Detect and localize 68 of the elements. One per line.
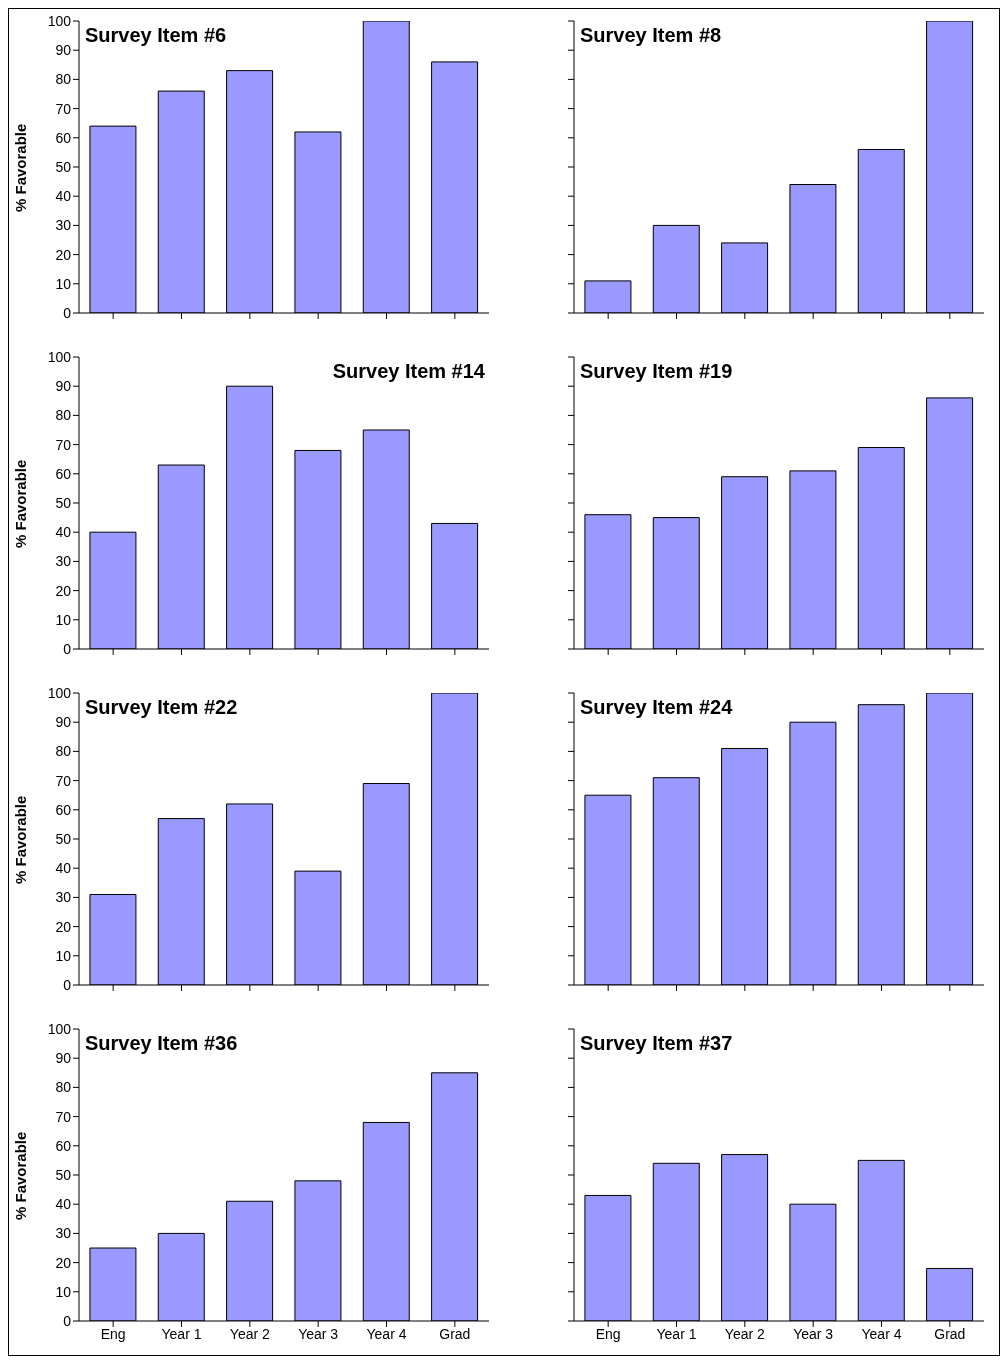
y-tick-label: 30 — [55, 889, 72, 906]
y-tick-label: 70 — [55, 436, 72, 453]
y-tick-label: 60 — [55, 801, 72, 818]
x-tick-label: Eng — [595, 1325, 621, 1342]
y-tick-label: 100 — [47, 684, 72, 701]
y-tick-label: 60 — [55, 1137, 72, 1154]
y-tick-label: 20 — [55, 246, 72, 263]
y-axis-title: % Favorable — [12, 123, 30, 212]
x-tick-label: Year 1 — [656, 1325, 697, 1342]
y-tick-label: 10 — [55, 611, 72, 628]
y-tick-label: 50 — [55, 830, 72, 847]
y-tick-label: 60 — [55, 129, 72, 146]
y-tick-label: 30 — [55, 1225, 72, 1242]
y-axis-title: % Favorable — [12, 795, 30, 884]
y-axis-title: % Favorable — [12, 1131, 30, 1220]
x-tick-label: Year 2 — [229, 1325, 271, 1342]
chart-title: Survey Item #37 — [580, 1031, 733, 1055]
y-tick-label: 0 — [63, 1312, 72, 1329]
y-tick-label: 50 — [55, 494, 72, 511]
y-tick-label: 10 — [55, 1283, 72, 1300]
y-tick-label: 40 — [55, 1196, 72, 1213]
y-tick-label: 10 — [55, 275, 72, 292]
y-tick-label: 80 — [55, 407, 72, 424]
x-tick-label: Year 1 — [161, 1325, 202, 1342]
x-tick-label: Year 3 — [298, 1325, 339, 1342]
y-tick-label: 0 — [63, 976, 72, 993]
x-tick-label: Year 3 — [793, 1325, 834, 1342]
y-tick-label: 20 — [55, 1254, 72, 1271]
y-tick-label: 30 — [55, 553, 72, 570]
y-tick-label: 40 — [55, 188, 72, 205]
chart-title: Survey Item #22 — [85, 695, 238, 719]
y-tick-label: 10 — [55, 947, 72, 964]
y-tick-label: 20 — [55, 582, 72, 599]
y-tick-label: 70 — [55, 772, 72, 789]
y-tick-label: 80 — [55, 743, 72, 760]
y-tick-label: 0 — [63, 304, 72, 321]
y-tick-label: 40 — [55, 860, 72, 877]
x-tick-label: Grad — [439, 1325, 471, 1342]
y-tick-label: 50 — [55, 158, 72, 175]
y-tick-label: 60 — [55, 465, 72, 482]
x-tick-label: Eng — [100, 1325, 126, 1342]
y-tick-label: 80 — [55, 1079, 72, 1096]
y-tick-label: 100 — [47, 1020, 72, 1037]
chart-title: Survey Item #6 — [85, 23, 227, 47]
chart-title: Survey Item #19 — [580, 359, 733, 383]
chart-title: Survey Item #24 — [580, 695, 733, 719]
x-tick-label: Year 2 — [724, 1325, 766, 1342]
y-tick-label: 20 — [55, 918, 72, 935]
y-tick-label: 40 — [55, 524, 72, 541]
y-tick-label: 30 — [55, 217, 72, 234]
y-tick-label: 50 — [55, 1166, 72, 1183]
y-tick-label: 90 — [55, 42, 72, 59]
y-tick-label: 0 — [63, 640, 72, 657]
y-tick-label: 70 — [55, 1108, 72, 1125]
y-axis-title: % Favorable — [12, 459, 30, 548]
x-tick-label: Year 4 — [861, 1325, 902, 1342]
y-tick-label: 100 — [47, 348, 72, 365]
chart-title: Survey Item #36 — [85, 1031, 238, 1055]
y-tick-label: 80 — [55, 71, 72, 88]
y-tick-label: 90 — [55, 378, 72, 395]
y-tick-label: 90 — [55, 714, 72, 731]
x-tick-label: Year 4 — [366, 1325, 407, 1342]
y-tick-label: 100 — [47, 12, 72, 29]
x-tick-label: Grad — [934, 1325, 966, 1342]
chart-title: Survey Item #8 — [580, 23, 722, 47]
chart-title: Survey Item #14 — [332, 359, 485, 383]
y-tick-label: 70 — [55, 100, 72, 117]
y-tick-label: 90 — [55, 1050, 72, 1067]
